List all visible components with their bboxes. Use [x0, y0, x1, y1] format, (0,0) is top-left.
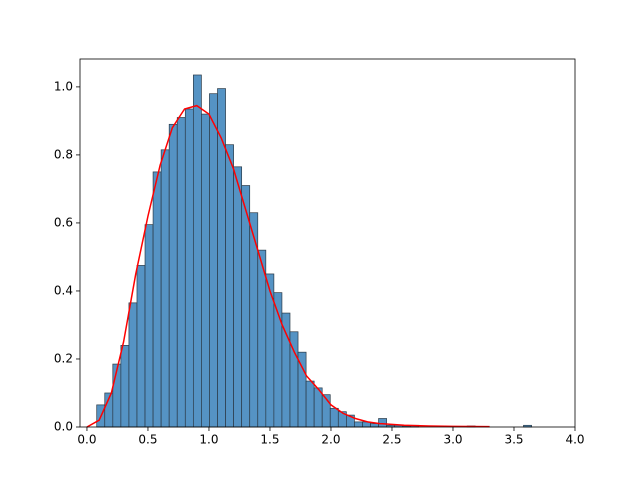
y-tick-label: 0.4 — [54, 283, 73, 297]
bar — [136, 265, 146, 428]
x-tick-label: 1.5 — [260, 433, 279, 447]
x-tick-label: 0.5 — [138, 433, 157, 447]
bar — [144, 224, 154, 428]
bar — [152, 171, 162, 428]
bar — [201, 113, 210, 428]
bar — [225, 144, 234, 428]
bar — [128, 302, 138, 428]
bar — [120, 345, 130, 428]
bar — [168, 123, 178, 428]
plot-frame — [79, 58, 576, 428]
bar — [233, 166, 243, 428]
bar — [184, 108, 194, 428]
x-tick-label: 2.5 — [382, 433, 401, 447]
y-tick-label: 0.0 — [54, 420, 73, 434]
bar — [329, 407, 339, 428]
bar — [112, 363, 122, 428]
x-tick-label: 1.0 — [199, 433, 218, 447]
x-tick-label: 3.0 — [443, 433, 462, 447]
x-tick-label: 0.0 — [77, 433, 96, 447]
kde-line — [86, 104, 490, 428]
bar — [176, 117, 186, 428]
bar — [257, 249, 267, 428]
bar — [378, 418, 387, 428]
x-tick-label: 2.0 — [321, 433, 340, 447]
bar — [370, 423, 379, 428]
bar — [313, 387, 323, 428]
bar — [305, 380, 315, 428]
bar — [209, 93, 218, 428]
y-tick-label: 0.8 — [54, 147, 73, 161]
x-tick-label: 3.5 — [504, 433, 523, 447]
bar — [192, 74, 202, 428]
bar — [160, 149, 170, 428]
bar — [297, 351, 307, 428]
bar — [354, 421, 363, 428]
x-tick-label: 4.0 — [565, 433, 584, 447]
y-tick-label: 0.2 — [54, 351, 73, 365]
bar — [281, 312, 291, 428]
y-tick-label: 1.0 — [54, 79, 73, 93]
y-tick-label: 0.6 — [54, 215, 73, 229]
